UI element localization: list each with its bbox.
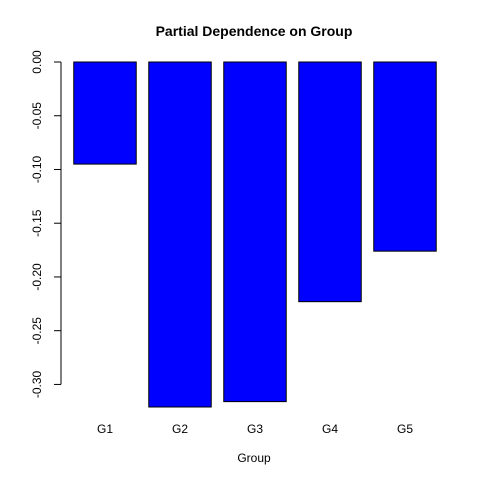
- y-tick-label: -0.20: [30, 263, 44, 291]
- x-tick-label: G2: [172, 422, 188, 436]
- x-tick-label: G4: [322, 422, 338, 436]
- bars: [73, 61, 437, 408]
- bar-g4: [298, 61, 362, 303]
- y-tick-label: -0.30: [30, 370, 44, 398]
- bar-g5: [373, 61, 437, 252]
- x-axis-label: Group: [237, 451, 271, 465]
- y-tick-label: -0.25: [30, 317, 44, 345]
- y-axis: 0.00 -0.05 -0.10 -0.15 -0.20 -0.25 -0.30: [30, 50, 62, 398]
- y-tick-label: -0.15: [30, 209, 44, 237]
- y-tick-label: 0.00: [30, 50, 44, 74]
- x-tick-label: G1: [97, 422, 113, 436]
- y-tick-label: -0.05: [30, 102, 44, 130]
- x-tick-label: G5: [397, 422, 413, 436]
- x-tick-label: G3: [247, 422, 263, 436]
- bar-g3: [223, 61, 287, 403]
- x-tick-labels: G1 G2 G3 G4 G5: [97, 422, 413, 436]
- bar-g1: [73, 61, 137, 165]
- bar-g2: [148, 61, 212, 408]
- chart-title: Partial Dependence on Group: [156, 23, 353, 39]
- y-tick-label: -0.10: [30, 155, 44, 183]
